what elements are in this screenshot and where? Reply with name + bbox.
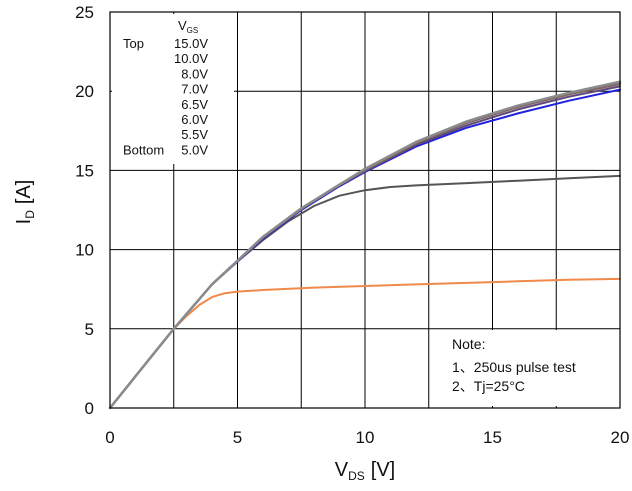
note-title: Note: <box>452 336 485 352</box>
note-background <box>437 330 618 406</box>
legend-prefix-7: Bottom <box>123 142 164 157</box>
y-tick-label-2: 10 <box>75 241 94 260</box>
x-tick-label-3: 15 <box>483 428 502 447</box>
legend-entry-4: 6.5V <box>181 97 208 112</box>
series-line-0 <box>108 80 622 410</box>
y-tick-label-5: 25 <box>75 3 94 22</box>
legend-entry-3: 7.0V <box>181 82 208 97</box>
legend-entry-1: 10.0V <box>174 51 208 66</box>
y-tick-label-1: 5 <box>85 320 94 339</box>
legend-entry-5: 6.0V <box>181 112 208 127</box>
legend-header-sub: GS <box>187 26 199 35</box>
legend-entry-6: 5.5V <box>181 127 208 142</box>
y-axis-title-main: I <box>13 219 35 225</box>
x-axis-title: VDS [V] <box>335 459 395 483</box>
y-tick-label-0: 0 <box>85 399 94 418</box>
legend-prefix-0: Top <box>123 36 144 51</box>
legend-header: VGS <box>178 18 198 35</box>
y-tick-label-3: 15 <box>75 161 94 180</box>
legend-entry-2: 8.0V <box>181 66 208 81</box>
series-layer <box>108 80 622 410</box>
plot-frame <box>109 11 621 409</box>
x-tick-labels: 0 5 10 15 20 <box>105 428 629 447</box>
y-axis-title-unit: [A] <box>13 180 35 204</box>
x-tick-label-0: 0 <box>105 428 114 447</box>
x-tick-label-4: 20 <box>611 428 630 447</box>
y-axis-title-sub: D <box>23 210 37 219</box>
x-tick-label-2: 10 <box>356 428 375 447</box>
note-line-1: 2、Tj=25°C <box>452 378 525 394</box>
note-box: Note: 1、250us pulse test 2、Tj=25°C <box>437 330 618 406</box>
y-tick-label-4: 20 <box>75 82 94 101</box>
legend-entry-7: 5.0V <box>181 142 208 157</box>
x-axis-title-unit: [V] <box>371 459 395 481</box>
y-axis-title: ID [A] <box>13 180 37 225</box>
legend-header-main: V <box>178 18 187 33</box>
legend-entry-0: 15.0V <box>174 36 208 51</box>
legend-background <box>112 14 234 164</box>
note-line-0: 1、250us pulse test <box>452 359 576 375</box>
y-tick-labels: 0 5 10 15 20 25 <box>75 3 94 418</box>
x-tick-label-1: 5 <box>233 428 242 447</box>
x-axis-title-main: V <box>335 459 349 481</box>
x-axis-title-sub: DS <box>348 469 365 483</box>
